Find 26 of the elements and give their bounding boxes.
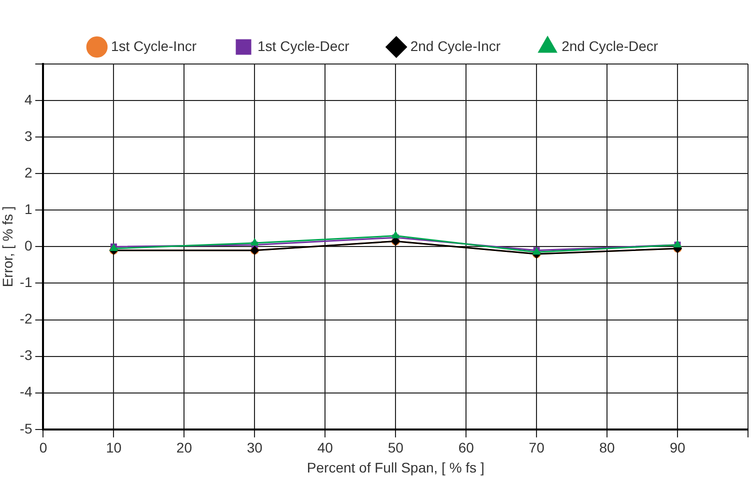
x-tick-label: 20 bbox=[176, 440, 192, 456]
y-tick-label: 1 bbox=[24, 201, 32, 218]
x-tick-label: 10 bbox=[106, 440, 122, 456]
legend-label: 2nd Cycle-Incr bbox=[410, 38, 501, 54]
x-tick-label: 40 bbox=[317, 440, 334, 456]
y-axis-title: Error, [ % fs ] bbox=[0, 206, 16, 288]
x-tick-label: 50 bbox=[388, 440, 404, 456]
y-tick-label: 2 bbox=[24, 164, 32, 180]
y-tick-label: -3 bbox=[20, 347, 32, 364]
x-tick-label: 70 bbox=[528, 440, 545, 456]
x-tick-label: 30 bbox=[246, 440, 263, 456]
y-tick-label: -5 bbox=[20, 420, 32, 436]
legend-label: 1st Cycle-Incr bbox=[110, 38, 197, 54]
y-tick-label: 3 bbox=[24, 128, 32, 144]
y-tick-label: -2 bbox=[20, 310, 32, 327]
y-tick-label: -4 bbox=[20, 384, 32, 400]
y-tick-label: -1 bbox=[20, 274, 32, 290]
legend-label: 1st Cycle-Decr bbox=[258, 38, 350, 54]
x-tick-label: 60 bbox=[458, 440, 474, 456]
y-tick-label: 4 bbox=[24, 91, 32, 108]
x-tick-label: 90 bbox=[670, 440, 686, 456]
legend-label: 2nd Cycle-Decr bbox=[562, 38, 658, 54]
x-tick-label: 0 bbox=[39, 440, 48, 456]
x-tick-label: 80 bbox=[599, 440, 616, 456]
y-tick-label: 0 bbox=[24, 238, 32, 254]
x-axis-title: Percent of Full Span, [ % fs ] bbox=[306, 459, 484, 476]
